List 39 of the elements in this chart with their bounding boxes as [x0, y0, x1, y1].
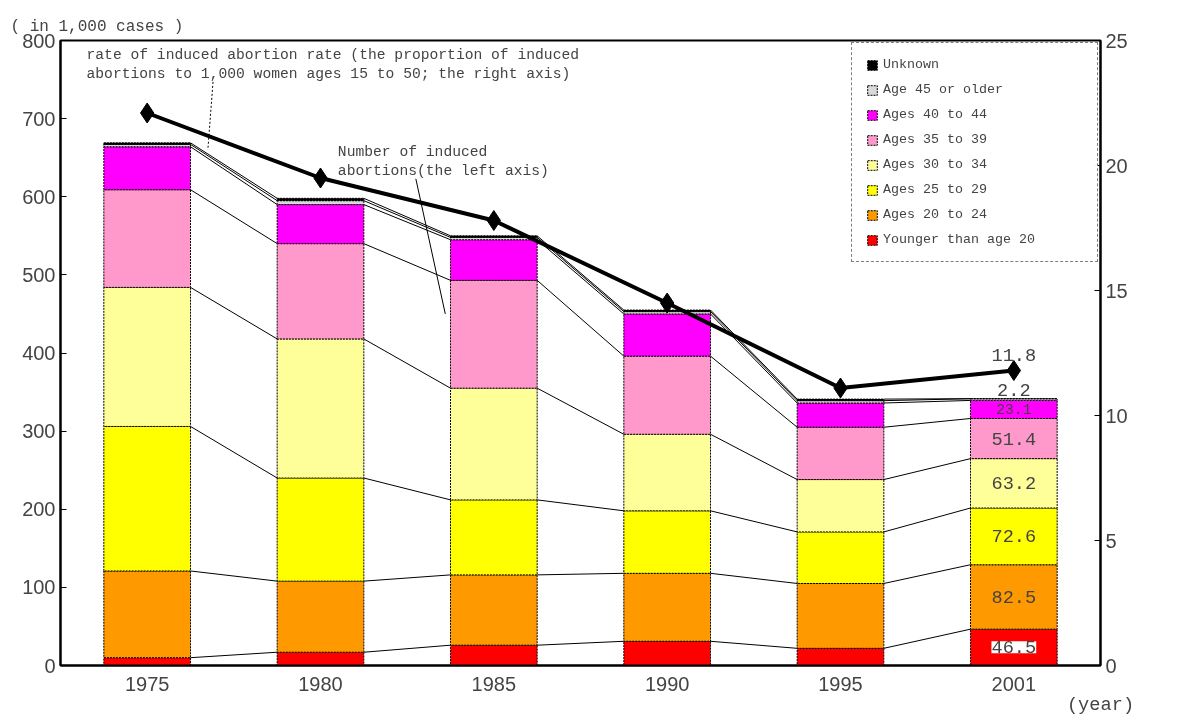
y-tick-label: 700	[22, 107, 56, 130]
x-tick-label: 2001	[991, 672, 1037, 695]
y2-tick-label: 25	[1105, 29, 1128, 52]
data-label: 63.2	[991, 473, 1037, 496]
legend-label: Unknown	[883, 57, 940, 72]
data-label: 82.5	[991, 586, 1037, 609]
x-tick-label: 1975	[124, 672, 170, 695]
x-tick-label: 1980	[298, 672, 343, 695]
y2-tick-label: 10	[1105, 404, 1128, 427]
legend-label: Ages 30 to 34	[883, 157, 988, 172]
data-label: 11.8	[991, 344, 1037, 367]
annotation: Number of induced abortions(the left axis)	[337, 143, 549, 179]
legend-label: Younger than age 20	[883, 232, 1036, 247]
y2-tick-label: 5	[1105, 529, 1117, 552]
legend-label: Ages 35 to 39	[883, 132, 988, 147]
y2-tick-label: 15	[1105, 279, 1128, 302]
data-label: 23.1	[996, 402, 1032, 419]
y-tick-label: 200	[22, 498, 56, 521]
legend-label: Age 45 or older	[883, 82, 1004, 97]
data-label: 46.5	[991, 637, 1037, 660]
y-tick-label: 100	[22, 576, 56, 599]
y-tick-label: 600	[22, 185, 56, 208]
x-tick-label: 1990	[644, 672, 690, 695]
y2-tick-label: 0	[1105, 654, 1117, 677]
legend-label: Ages 20 to 24	[883, 207, 988, 222]
data-label: 72.6	[991, 526, 1037, 549]
y-tick-label: 0	[44, 654, 56, 677]
data-label: 51.4	[991, 428, 1037, 451]
y-tick-label: 400	[22, 342, 56, 364]
x-tick-label: 1985	[471, 672, 517, 695]
y-tick-label: 500	[22, 263, 56, 286]
y2-tick-label: 20	[1105, 154, 1128, 177]
legend-label: Ages 40 to 44	[883, 107, 988, 122]
y-tick-label: 300	[22, 420, 56, 443]
data-label: 2.2	[997, 379, 1031, 402]
x-tick-label: 1995	[818, 672, 863, 695]
x-axis-title: (year)	[1066, 693, 1135, 716]
legend-label: Ages 25 to 29	[883, 182, 988, 197]
annotation: rate of induced abortion rate (the proportion of induced abortions to 1,000 women ages 15 to 50; the right axis)	[86, 46, 580, 82]
